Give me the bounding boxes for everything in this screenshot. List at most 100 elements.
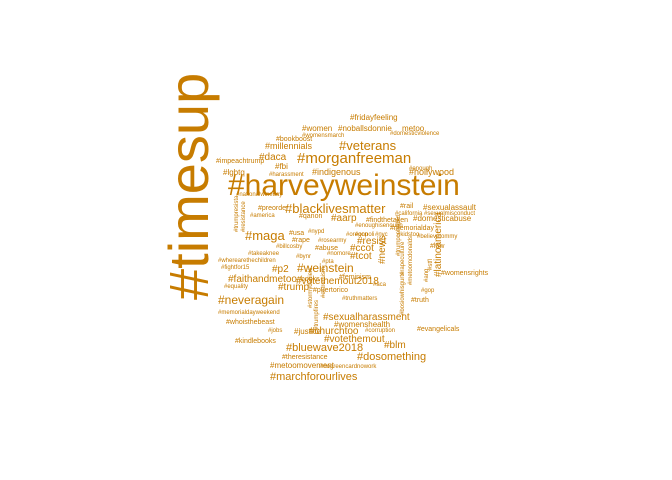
cloud-word: #kidstoo <box>397 232 420 238</box>
cloud-word: #evangelicals <box>417 326 460 333</box>
cloud-word: #bookboost <box>276 136 312 143</box>
cloud-word: #takeaknee <box>248 251 280 257</box>
cloud-word: #womensmarch <box>302 133 344 139</box>
cloud-word: #law <box>430 243 445 250</box>
cloud-word: #pta <box>322 259 334 265</box>
cloud-word: #faithandmetoo <box>228 274 297 285</box>
cloud-word: #p2 <box>272 264 289 275</box>
cloud-word: #blacklivesmatter <box>285 201 386 216</box>
cloud-word: #whoisthebeast <box>226 319 275 326</box>
cloud-word: #corruption <box>365 328 395 334</box>
cloud-word: #stormydaniels <box>308 268 314 308</box>
cloud-word: #hollywood <box>409 167 454 177</box>
cloud-word: #sexualassault <box>423 203 477 212</box>
cloud-word: #enough <box>409 166 432 172</box>
cloud-word: #truthmatters <box>342 296 377 302</box>
cloud-word: metoo <box>402 124 425 133</box>
cloud-word: #votethemout2018 <box>296 276 379 287</box>
cloud-word: #memorialday <box>390 225 434 232</box>
cloud-word: #jobs <box>268 328 282 334</box>
cloud-word: #findthetaken <box>366 217 408 224</box>
cloud-word: #truth <box>411 297 429 304</box>
cloud-word: #harassment <box>269 172 304 178</box>
cloud-word: #resist <box>357 236 387 247</box>
cloud-word: #bluewave2018 <box>286 342 363 354</box>
cloud-word: #weinstein <box>297 261 354 275</box>
cloud-word: #nogreencardnowork <box>320 364 377 370</box>
cloud-word: #domesticabuse <box>413 214 472 223</box>
cloud-word: #neveragain <box>218 293 284 307</box>
cloud-word: #timesup <box>157 73 220 300</box>
cloud-word: #sexualmisconduct <box>424 211 475 217</box>
cloud-word: #impeachtrump <box>216 158 264 165</box>
cloud-word: #resistance <box>241 201 247 232</box>
cloud-word: #metoomovement <box>270 361 335 370</box>
cloud-word: #domesticviolence <box>390 131 440 137</box>
cloud-word: #america <box>250 213 275 219</box>
cloud-word: #fridayfeeling <box>350 113 398 122</box>
cloud-word: #billcosby <box>276 244 302 250</box>
cloud-word: #trump <box>278 282 310 293</box>
cloud-word: #memorialdayweekend <box>218 310 280 316</box>
cloud-word: #usa <box>289 230 304 237</box>
cloud-word: #rapeculture <box>400 241 406 275</box>
cloud-word: #justice <box>294 327 322 336</box>
cloud-word: #lgbtq <box>223 168 245 177</box>
cloud-word: #latinoamerica <box>433 212 444 277</box>
cloud-word: #wherearethechildren <box>218 258 276 264</box>
cloud-word: #womensrights <box>441 270 489 277</box>
cloud-word: #noballsdonnie <box>338 124 392 133</box>
cloud-word: #votethemout <box>324 334 385 345</box>
cloud-word: #aarp <box>331 213 357 224</box>
cloud-word: #preorder <box>258 205 289 212</box>
cloud-word: #dosomething <box>357 351 426 363</box>
cloud-word: #rail <box>400 203 414 210</box>
cloud-word: #believetommy <box>417 234 457 240</box>
cloud-word: #metoomcdonalds <box>408 236 414 285</box>
cloud-word: #nomore <box>327 251 351 257</box>
cloud-word: #gop <box>421 288 435 294</box>
cloud-word: #indigenous <box>312 167 361 177</box>
cloud-word: #feminism <box>339 274 371 281</box>
cloud-word: #churchtoo <box>309 326 359 337</box>
cloud-word: #nypd <box>308 229 324 235</box>
cloud-word: #ccot <box>350 243 374 254</box>
cloud-word: #blm <box>384 340 406 351</box>
cloud-word: #kindlebooks <box>235 338 276 345</box>
cloud-word: #aca <box>373 282 387 288</box>
cloud-word: #harveyweinstein <box>228 169 460 202</box>
cloud-word: #oregon <box>346 232 368 238</box>
cloud-word: #women <box>302 124 332 133</box>
cloud-word: #bynr <box>296 254 311 260</box>
cloud-word: #nationalwineday <box>236 192 282 198</box>
cloud-word: #extremism <box>321 267 327 298</box>
cloud-word: #equality <box>224 284 248 290</box>
cloud-word: #onpoli <box>355 232 374 238</box>
cloud-word: #marchforourlives <box>270 371 358 383</box>
cloud-word: #fightfor15 <box>221 265 250 271</box>
cloud-word: #theresistance <box>282 354 328 361</box>
cloud-word: #fbi <box>275 162 288 171</box>
cloud-word: #puertorico <box>313 287 348 294</box>
cloud-word: #maga <box>245 228 286 243</box>
cloud-word: #millennials <box>265 141 313 151</box>
cloud-word: #qanon <box>299 213 322 220</box>
cloud-word: #tcot <box>350 251 372 262</box>
cloud-word: #enoughisenough <box>355 223 403 229</box>
cloud-word: #ang <box>424 269 430 282</box>
cloud-word: #books <box>297 276 320 283</box>
cloud-word: #sexualharassment <box>323 312 410 323</box>
cloud-word: #veterans <box>339 138 397 153</box>
cloud-word: #news <box>377 235 388 264</box>
cloud-word: #california <box>395 211 423 217</box>
cloud-word: #rosearmy <box>318 238 346 244</box>
cloud-word: #rape <box>292 237 310 244</box>
cloud-word: #stfl <box>428 259 434 270</box>
cloud-word: #trumpfires <box>314 300 320 330</box>
cloud-word: #nyc <box>375 232 388 238</box>
cloud-word: #bosiowhisgurts <box>400 272 406 315</box>
cloud-word: #trumpresista <box>234 195 240 232</box>
cloud-word: #womenshealth <box>334 320 390 329</box>
cloud-word: #abuse <box>315 245 338 252</box>
